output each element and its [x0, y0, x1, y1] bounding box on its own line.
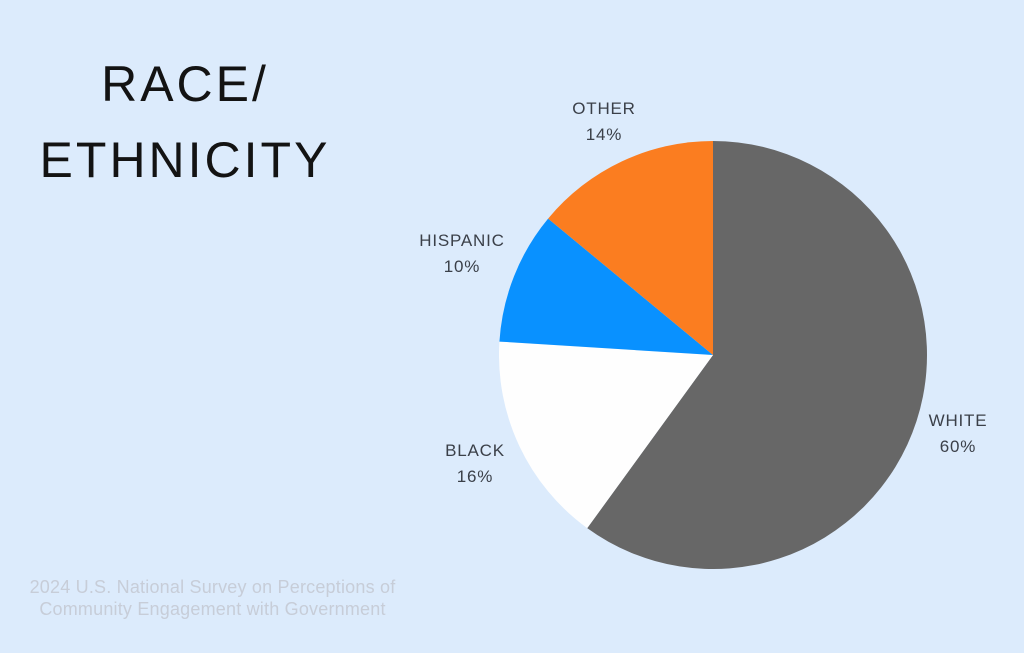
pie-slice-other — [548, 141, 713, 355]
pie-label-other-value: 14% — [585, 125, 623, 144]
source-note: 2024 U.S. National Survey on Perceptions… — [20, 576, 405, 620]
chart-title-line1: RACE/ — [101, 56, 269, 112]
pie-label-other: OTHER 14% — [534, 96, 674, 148]
pie-label-hispanic-value: 10% — [443, 257, 481, 276]
pie-label-white-value: 60% — [939, 437, 977, 456]
pie-label-hispanic: HISPANIC 10% — [392, 228, 532, 280]
pie-label-white: WHITE 60% — [888, 408, 1024, 460]
pie-chart — [499, 141, 927, 569]
source-note-line2: Community Engagement with Government — [39, 599, 386, 619]
pie-label-hispanic-name: HISPANIC — [419, 231, 505, 250]
pie-slice-black — [499, 341, 713, 529]
pie-label-other-name: OTHER — [572, 99, 636, 118]
pie-label-white-name: WHITE — [928, 411, 988, 430]
pie-slice-hispanic — [499, 218, 713, 355]
pie-label-black-name: BLACK — [445, 441, 505, 460]
chart-title: RACE/ ETHNICITY — [20, 46, 350, 198]
pie-chart-svg — [499, 141, 927, 569]
pie-slice-white — [587, 141, 927, 569]
pie-label-black: BLACK 16% — [405, 438, 545, 490]
chart-title-line2: ETHNICITY — [39, 132, 331, 188]
pie-label-black-value: 16% — [456, 467, 494, 486]
source-note-line1: 2024 U.S. National Survey on Perceptions… — [29, 577, 396, 597]
